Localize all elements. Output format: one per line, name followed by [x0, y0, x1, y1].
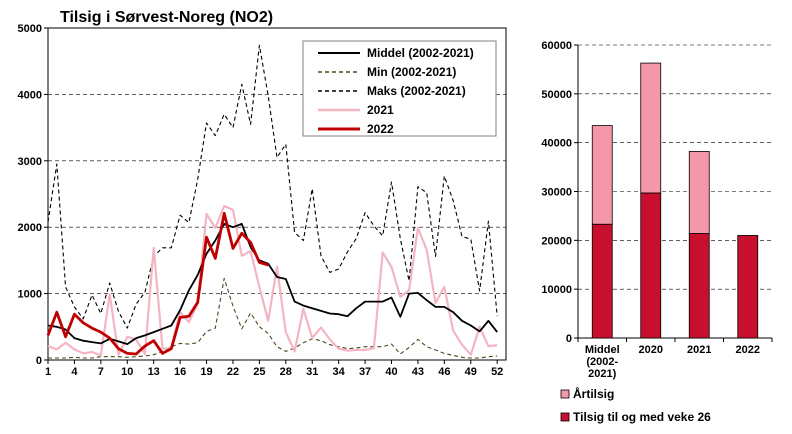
line-chart-ytick-label: 5000: [18, 23, 42, 35]
series-line-2021: [47, 204, 498, 357]
series-line-middel-2002-2021: [47, 222, 498, 346]
line-chart-ytick-label: 0: [36, 355, 42, 367]
line-chart-xtick-label: 31: [306, 366, 318, 378]
legend-label: 2021: [367, 103, 394, 117]
line-chart-xtick-label: 1: [45, 366, 51, 378]
legend-label: Maks (2002-2021): [367, 84, 466, 98]
line-chart-legend: Middel (2002-2021) Min (2002-2021) Maks (2…: [302, 40, 497, 137]
bar-chart-ytick-label: 20000: [541, 235, 572, 247]
bar-chart-ytick-label: 50000: [541, 89, 572, 101]
line-chart-xtick-label: 34: [333, 366, 346, 378]
bar-chart-ytick-label: 60000: [541, 40, 572, 52]
bar-chart-category-label: Middel: [585, 344, 620, 356]
series-line-maks-2002-2021: [47, 44, 498, 329]
bar-chart-ytick-label: 40000: [541, 138, 572, 150]
line-chart-ytick-label: 4000: [18, 89, 42, 101]
line-chart-legend-box: [302, 40, 497, 137]
line-chart-xtick-label: 49: [465, 366, 477, 378]
line-chart-plot-frame: [47, 27, 507, 361]
bar-annual-inflow: [591, 125, 613, 225]
bar-inflow-to-week: [591, 223, 613, 339]
bar-chart-category-label: 2021): [588, 368, 616, 380]
bar-annual-inflow: [688, 151, 710, 234]
bar-chart-category-label: 2021: [687, 344, 711, 356]
line-chart-title: Tilsig i Sørvest-Noreg (NO2): [60, 9, 273, 26]
legend-label: Tilsig til og med veke 26: [573, 410, 711, 424]
line-chart-xtick-label: 28: [280, 366, 292, 378]
line-chart-xtick-label: 40: [385, 366, 397, 378]
bar-chart-ytick-label: 30000: [541, 187, 572, 199]
line-chart-ytick-label: 3000: [18, 156, 42, 168]
bar-chart-category-label: 2022: [736, 344, 760, 356]
legend-label: 2022: [367, 122, 394, 136]
bar-inflow-to-week: [688, 233, 710, 339]
legend-swatch: [560, 389, 570, 399]
line-chart-ytick-label: 2000: [18, 222, 42, 234]
legend-swatch: [560, 412, 570, 422]
bar-chart-legend: Årtilsig Tilsig til og med veke 26: [560, 386, 711, 424]
series-line-2022: [46, 211, 269, 356]
line-chart-xtick-label: 10: [121, 366, 133, 378]
legend-label: Min (2002-2021): [367, 65, 456, 79]
bar-chart-category-label: 2020: [639, 344, 663, 356]
series-line-min-2002-2021: [48, 277, 498, 359]
line-chart-xtick-label: 16: [174, 366, 186, 378]
bar-chart-category-label: (2002-: [586, 356, 618, 368]
line-chart-xtick-label: 52: [491, 366, 503, 378]
line-chart-xtick-label: 4: [71, 366, 78, 378]
line-chart-xtick-label: 22: [227, 366, 239, 378]
legend-label: Middel (2002-2021): [367, 46, 474, 60]
line-chart-xtick-label: 19: [200, 366, 212, 378]
bar-chart-ytick-label: 10000: [541, 284, 572, 296]
line-chart-xtick-label: 13: [148, 366, 160, 378]
bar-inflow-to-week: [737, 235, 759, 339]
bar-annual-inflow: [640, 62, 662, 194]
line-chart-xtick-label: 25: [253, 366, 265, 378]
bar-inflow-to-week: [640, 192, 662, 339]
bar-chart-ytick-label: 0: [566, 333, 572, 345]
line-chart-xtick-label: 37: [359, 366, 371, 378]
line-chart-xtick-label: 7: [98, 366, 104, 378]
line-chart-ytick-label: 1000: [18, 289, 42, 301]
legend-label: Årtilsig: [573, 386, 614, 401]
line-chart-xtick-label: 43: [412, 366, 424, 378]
line-chart-xtick-label: 46: [438, 366, 450, 378]
